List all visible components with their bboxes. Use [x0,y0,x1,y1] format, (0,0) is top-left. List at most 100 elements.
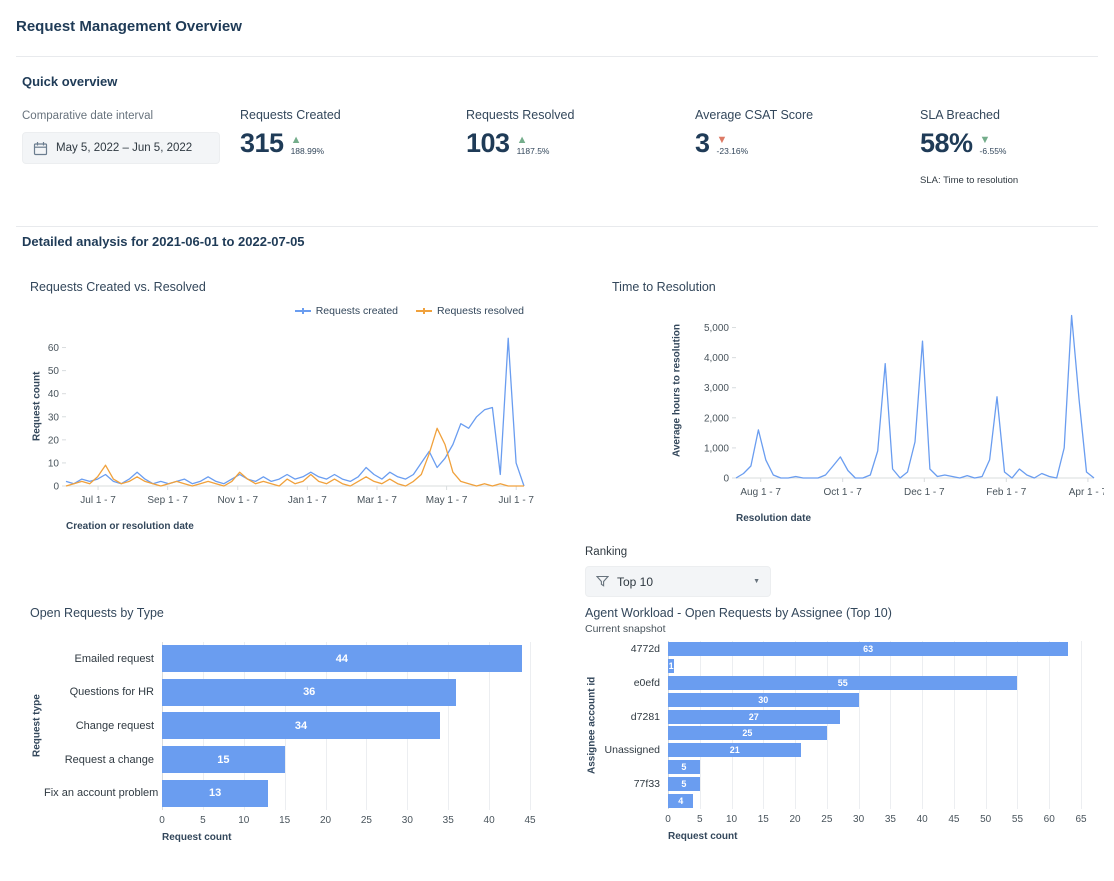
chart-title: Agent Workload - Open Requests by Assign… [585,606,892,620]
category-label: Questions for HR [69,686,154,699]
x-tick-label: 40 [483,814,495,826]
bar[interactable]: 25 [668,726,827,741]
gridline [1049,641,1051,809]
x-tick-label: 55 [1011,813,1024,825]
line-chart-plot[interactable]: 0 10 20 30 40 50 60 Jul 1 - 7 Sep 1 - 7 Nov 1 - 7… [44,326,534,517]
chart-title: Open Requests by Type [30,606,164,620]
ranking-label: Ranking [585,546,628,558]
bar-row: 4 [599,792,1081,809]
y-tick-label: 30 [48,412,60,423]
ranking-dropdown[interactable]: Top 10 ▼ [585,566,771,597]
x-tick-label: 20 [319,814,332,826]
category-label: e0efd [633,676,660,689]
date-interval-picker[interactable]: May 5, 2022 – Jun 5, 2022 [22,132,220,164]
chart-subtitle: Current snapshot [585,623,666,635]
bar[interactable]: 1 [668,659,675,674]
bar-chart-plot[interactable]: 4772d 63 1 e0efd 55 30 d7281 27 25 Unassigned 21 5 7… [599,641,1087,827]
gridline [922,641,924,809]
bar-row: d7281 27 [599,708,1081,725]
gridline [953,641,955,809]
bar[interactable]: 36 [162,678,457,706]
bar-value-label: 21 [729,745,740,756]
line-chart-svg: 0 1,000 2,000 3,000 4,000 5,000 Aug 1 - 7 Oct 1… [704,314,1108,498]
x-tick-label: 20 [789,813,801,825]
y-tick-label: 20 [48,435,60,446]
gridline [890,641,892,809]
bar[interactable]: 21 [668,743,802,758]
ranking-block: Ranking Top 10 ▼ [585,546,771,597]
gridline [731,641,733,809]
chart-agent-workload: Agent Workload - Open Requests by Assign… [585,606,1110,842]
bar[interactable]: 27 [668,709,840,724]
bar-value-label: 44 [335,652,349,665]
gridline [795,641,797,809]
ranking-selected-value: Top 10 [617,574,654,589]
x-tick-label: 30 [853,813,865,825]
bar[interactable]: 4 [668,793,694,808]
x-tick-label: 0 [159,814,165,826]
bar[interactable]: 44 [162,645,522,673]
y-tick-label: 10 [48,458,60,469]
y-axis-title: Average hours to resolution [671,324,683,458]
y-tick-label: 40 [48,389,60,400]
x-tick-label: 60 [1043,813,1055,825]
x-axis-title: Creation or resolution date [66,521,194,532]
bar-row: 5 [599,759,1081,776]
gridline [530,642,531,810]
x-tick-label: Jan 1 - 7 [288,495,327,506]
line-chart-plot[interactable]: 0 1,000 2,000 3,000 4,000 5,000 Aug 1 - 7 Oct 1… [684,304,1108,509]
series-line[interactable] [65,337,525,487]
legend-item-requests-resolved[interactable]: Requests resolved [416,305,524,317]
x-axis-title: Request count [162,831,232,843]
kpi-requests-resolved: Requests Resolved 103 ▲ 1187.5% [466,108,574,157]
kpi-delta: 188.99% [290,146,325,156]
x-axis-title: Request count [668,830,738,842]
x-axis: 0 5 10 15 20 25 30 35 40 45 [159,814,535,828]
gridline [858,641,860,809]
category-label: Unassigned [604,744,660,757]
bar-row: Change request 34 [44,709,530,743]
bar-row: Questions for HR 36 [44,676,530,710]
bar[interactable]: 15 [162,746,285,774]
divider [16,56,1098,57]
bar[interactable]: 13 [162,779,269,807]
chart-time-to-resolution: Time to Resolution Average hours to reso… [585,280,1108,524]
x-tick-label: 45 [948,813,960,825]
x-tick-label: 40 [916,813,928,825]
y-tick-label: 3,000 [704,383,729,394]
x-tick-label: 25 [360,814,372,826]
bar-row: 25 [599,725,1081,742]
x-tick-label: 25 [821,813,833,825]
bar[interactable]: 63 [668,642,1069,657]
bar-chart-plot[interactable]: Emailed request 44 Questions for HR 36 Chang… [44,642,536,828]
bar[interactable]: 34 [162,712,441,740]
series-line[interactable] [65,427,524,487]
gridline [1017,641,1019,809]
category-label: Fix an account problem [44,787,159,800]
bar[interactable]: 30 [668,692,859,707]
x-tick-label: Nov 1 - 7 [217,495,258,506]
y-axis-title: Request count [31,371,43,441]
line-chart-svg: 0 10 20 30 40 50 60 Jul 1 - 7 Sep 1 - 7 Nov 1 - 7… [48,337,534,506]
chart-requests-created-vs-resolved: Requests Created vs. Resolved Requests c… [30,280,538,532]
bar-value-label: 55 [837,677,848,688]
date-interval-value: May 5, 2022 – Jun 5, 2022 [56,142,193,154]
kpi-requests-created: Requests Created 315 ▲ 188.99% [240,108,341,157]
category-label: Request a change [64,753,154,766]
legend-item-requests-created[interactable]: Requests created [294,305,398,317]
series-line[interactable] [735,314,1095,479]
bar-value-label: 36 [303,686,316,699]
bar-value-label: 30 [758,694,769,705]
kpi-label: SLA Breached [920,108,1000,122]
bar[interactable]: 5 [668,759,700,774]
x-tick-label: Oct 1 - 7 [824,487,863,498]
bar[interactable]: 5 [668,776,700,791]
section-title-detailed-analysis: Detailed analysis for 2021-06-01 to 2022… [22,234,305,249]
bar-value-label: 1 [668,661,674,672]
bar[interactable]: 55 [668,675,1018,690]
bar-value-label: 5 [681,761,687,772]
bar-value-label: 4 [678,795,684,806]
trend-up-icon: ▲ [516,134,528,146]
x-tick-label: 65 [1075,813,1087,825]
